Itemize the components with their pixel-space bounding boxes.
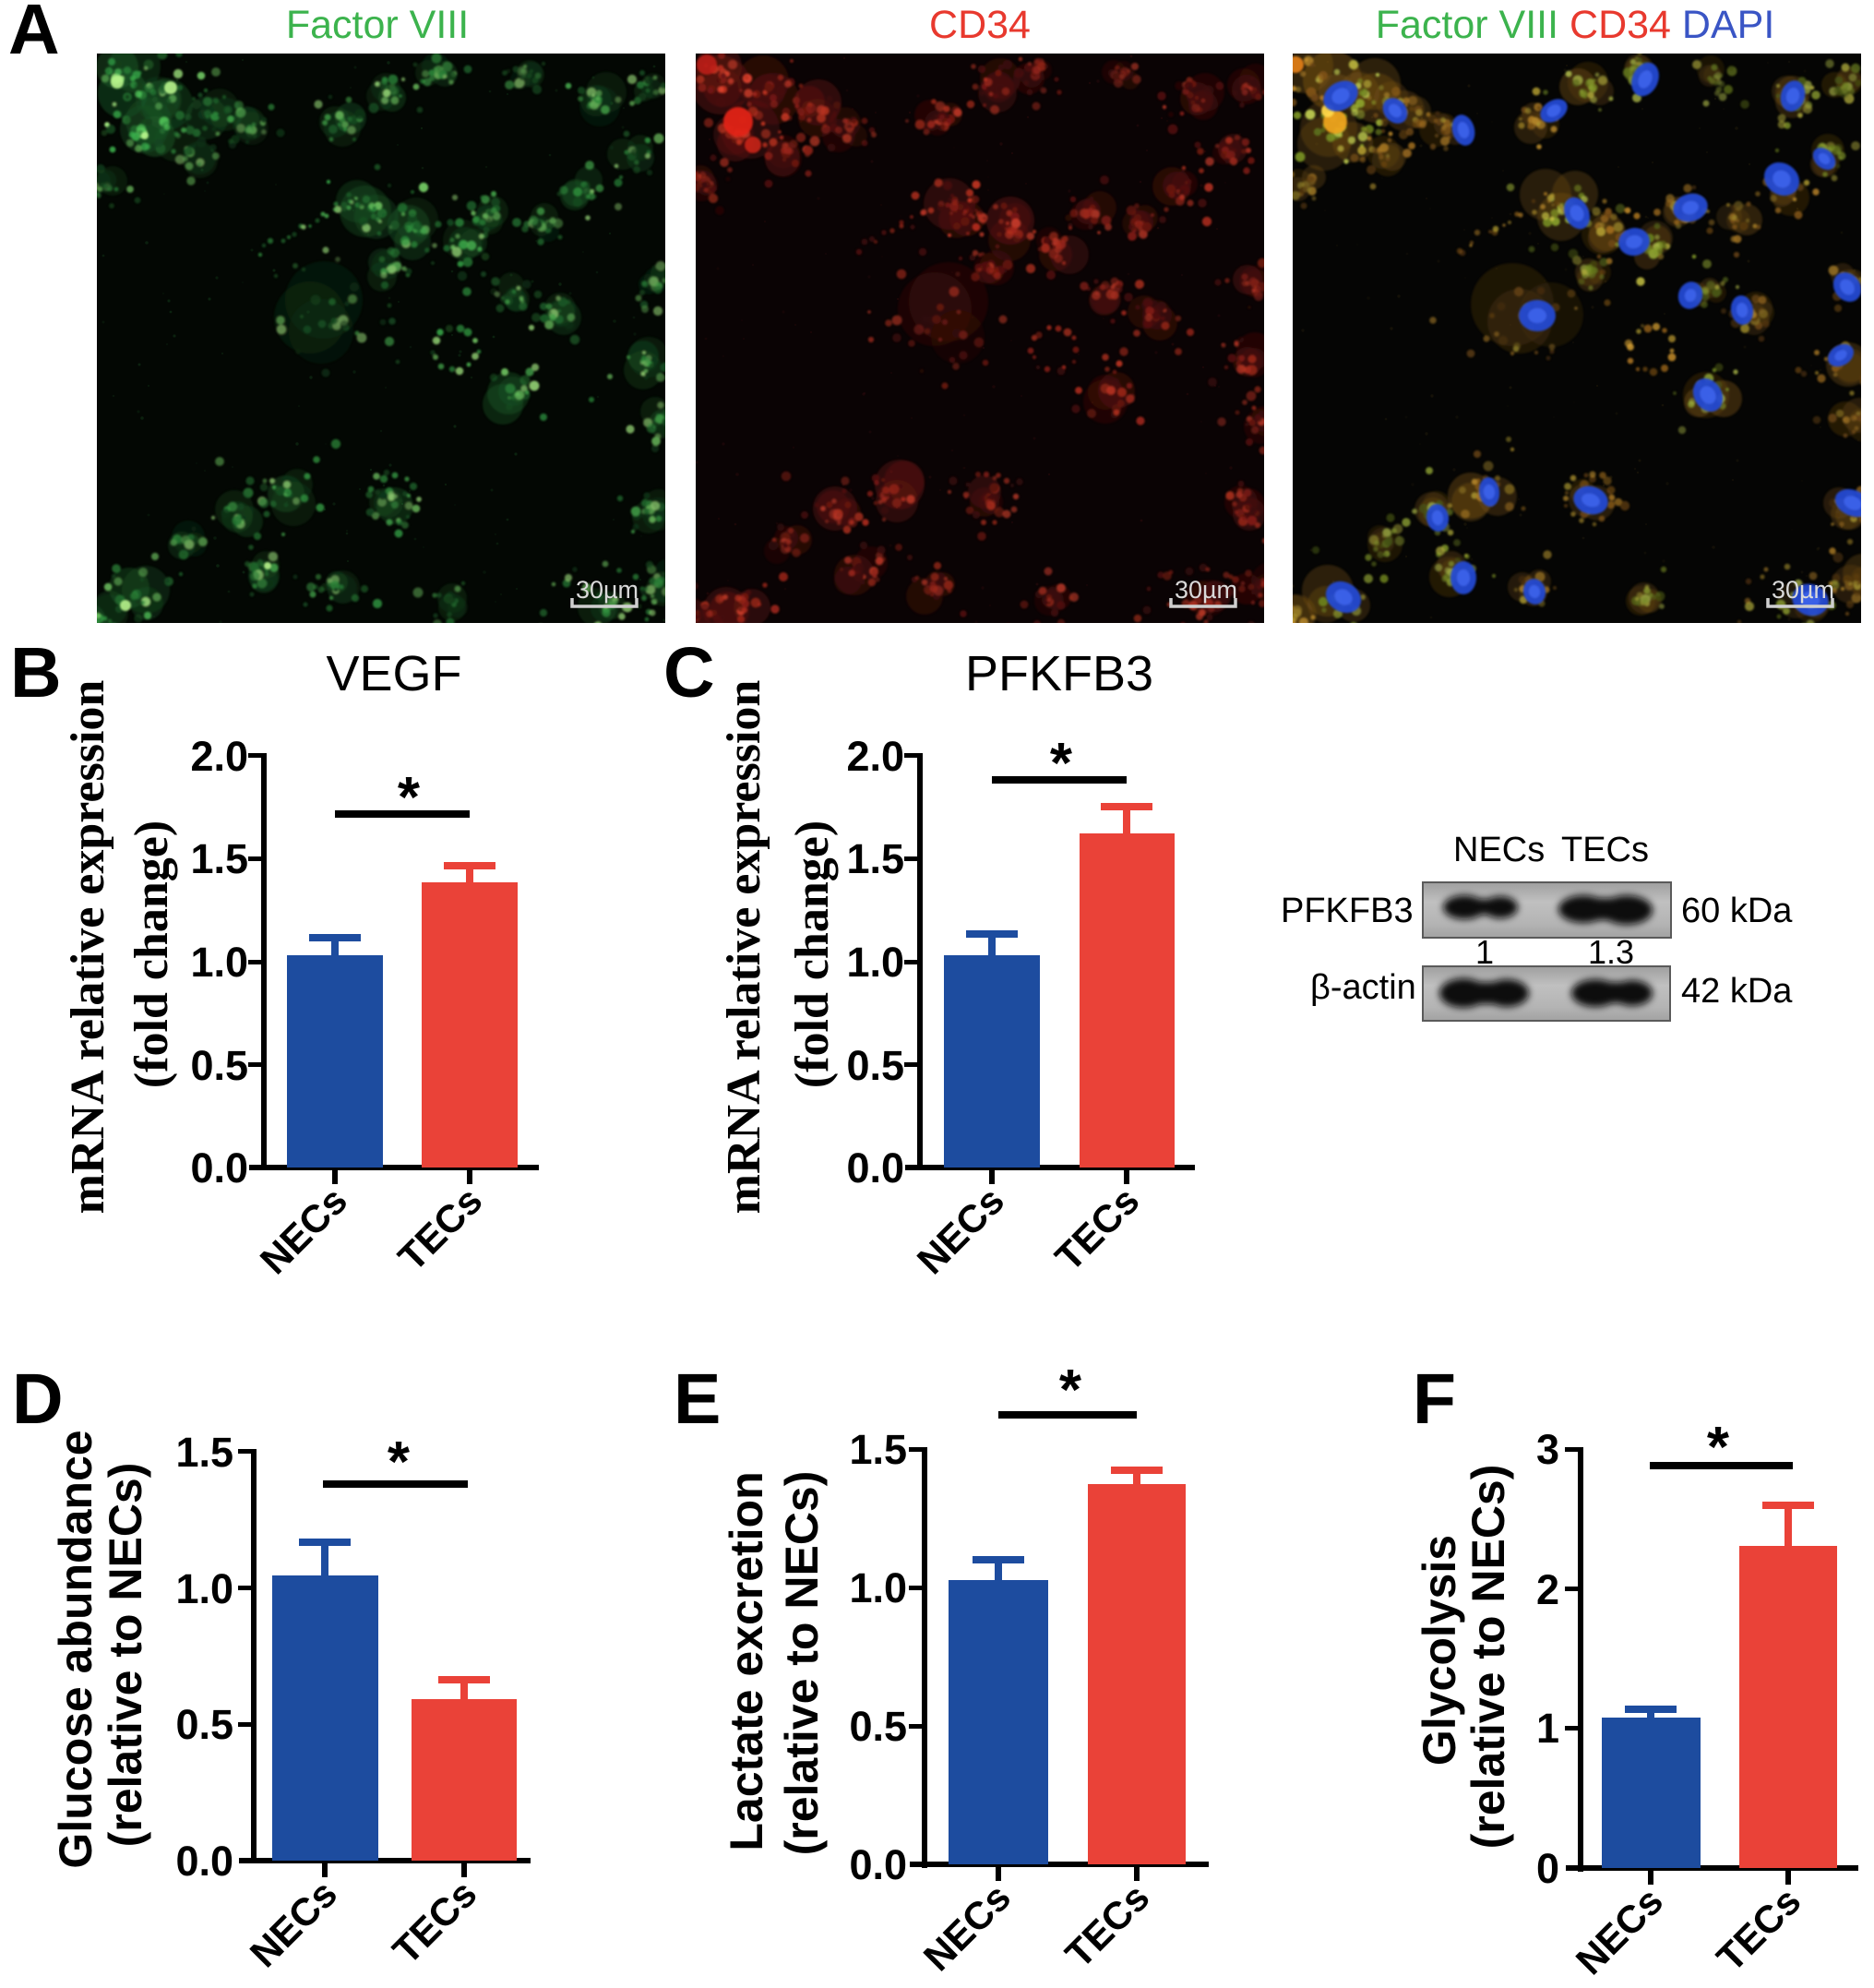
svg-text:30µm: 30µm (576, 576, 639, 604)
svg-text:30µm: 30µm (1772, 576, 1834, 604)
svg-text:30µm: 30µm (1175, 576, 1237, 604)
